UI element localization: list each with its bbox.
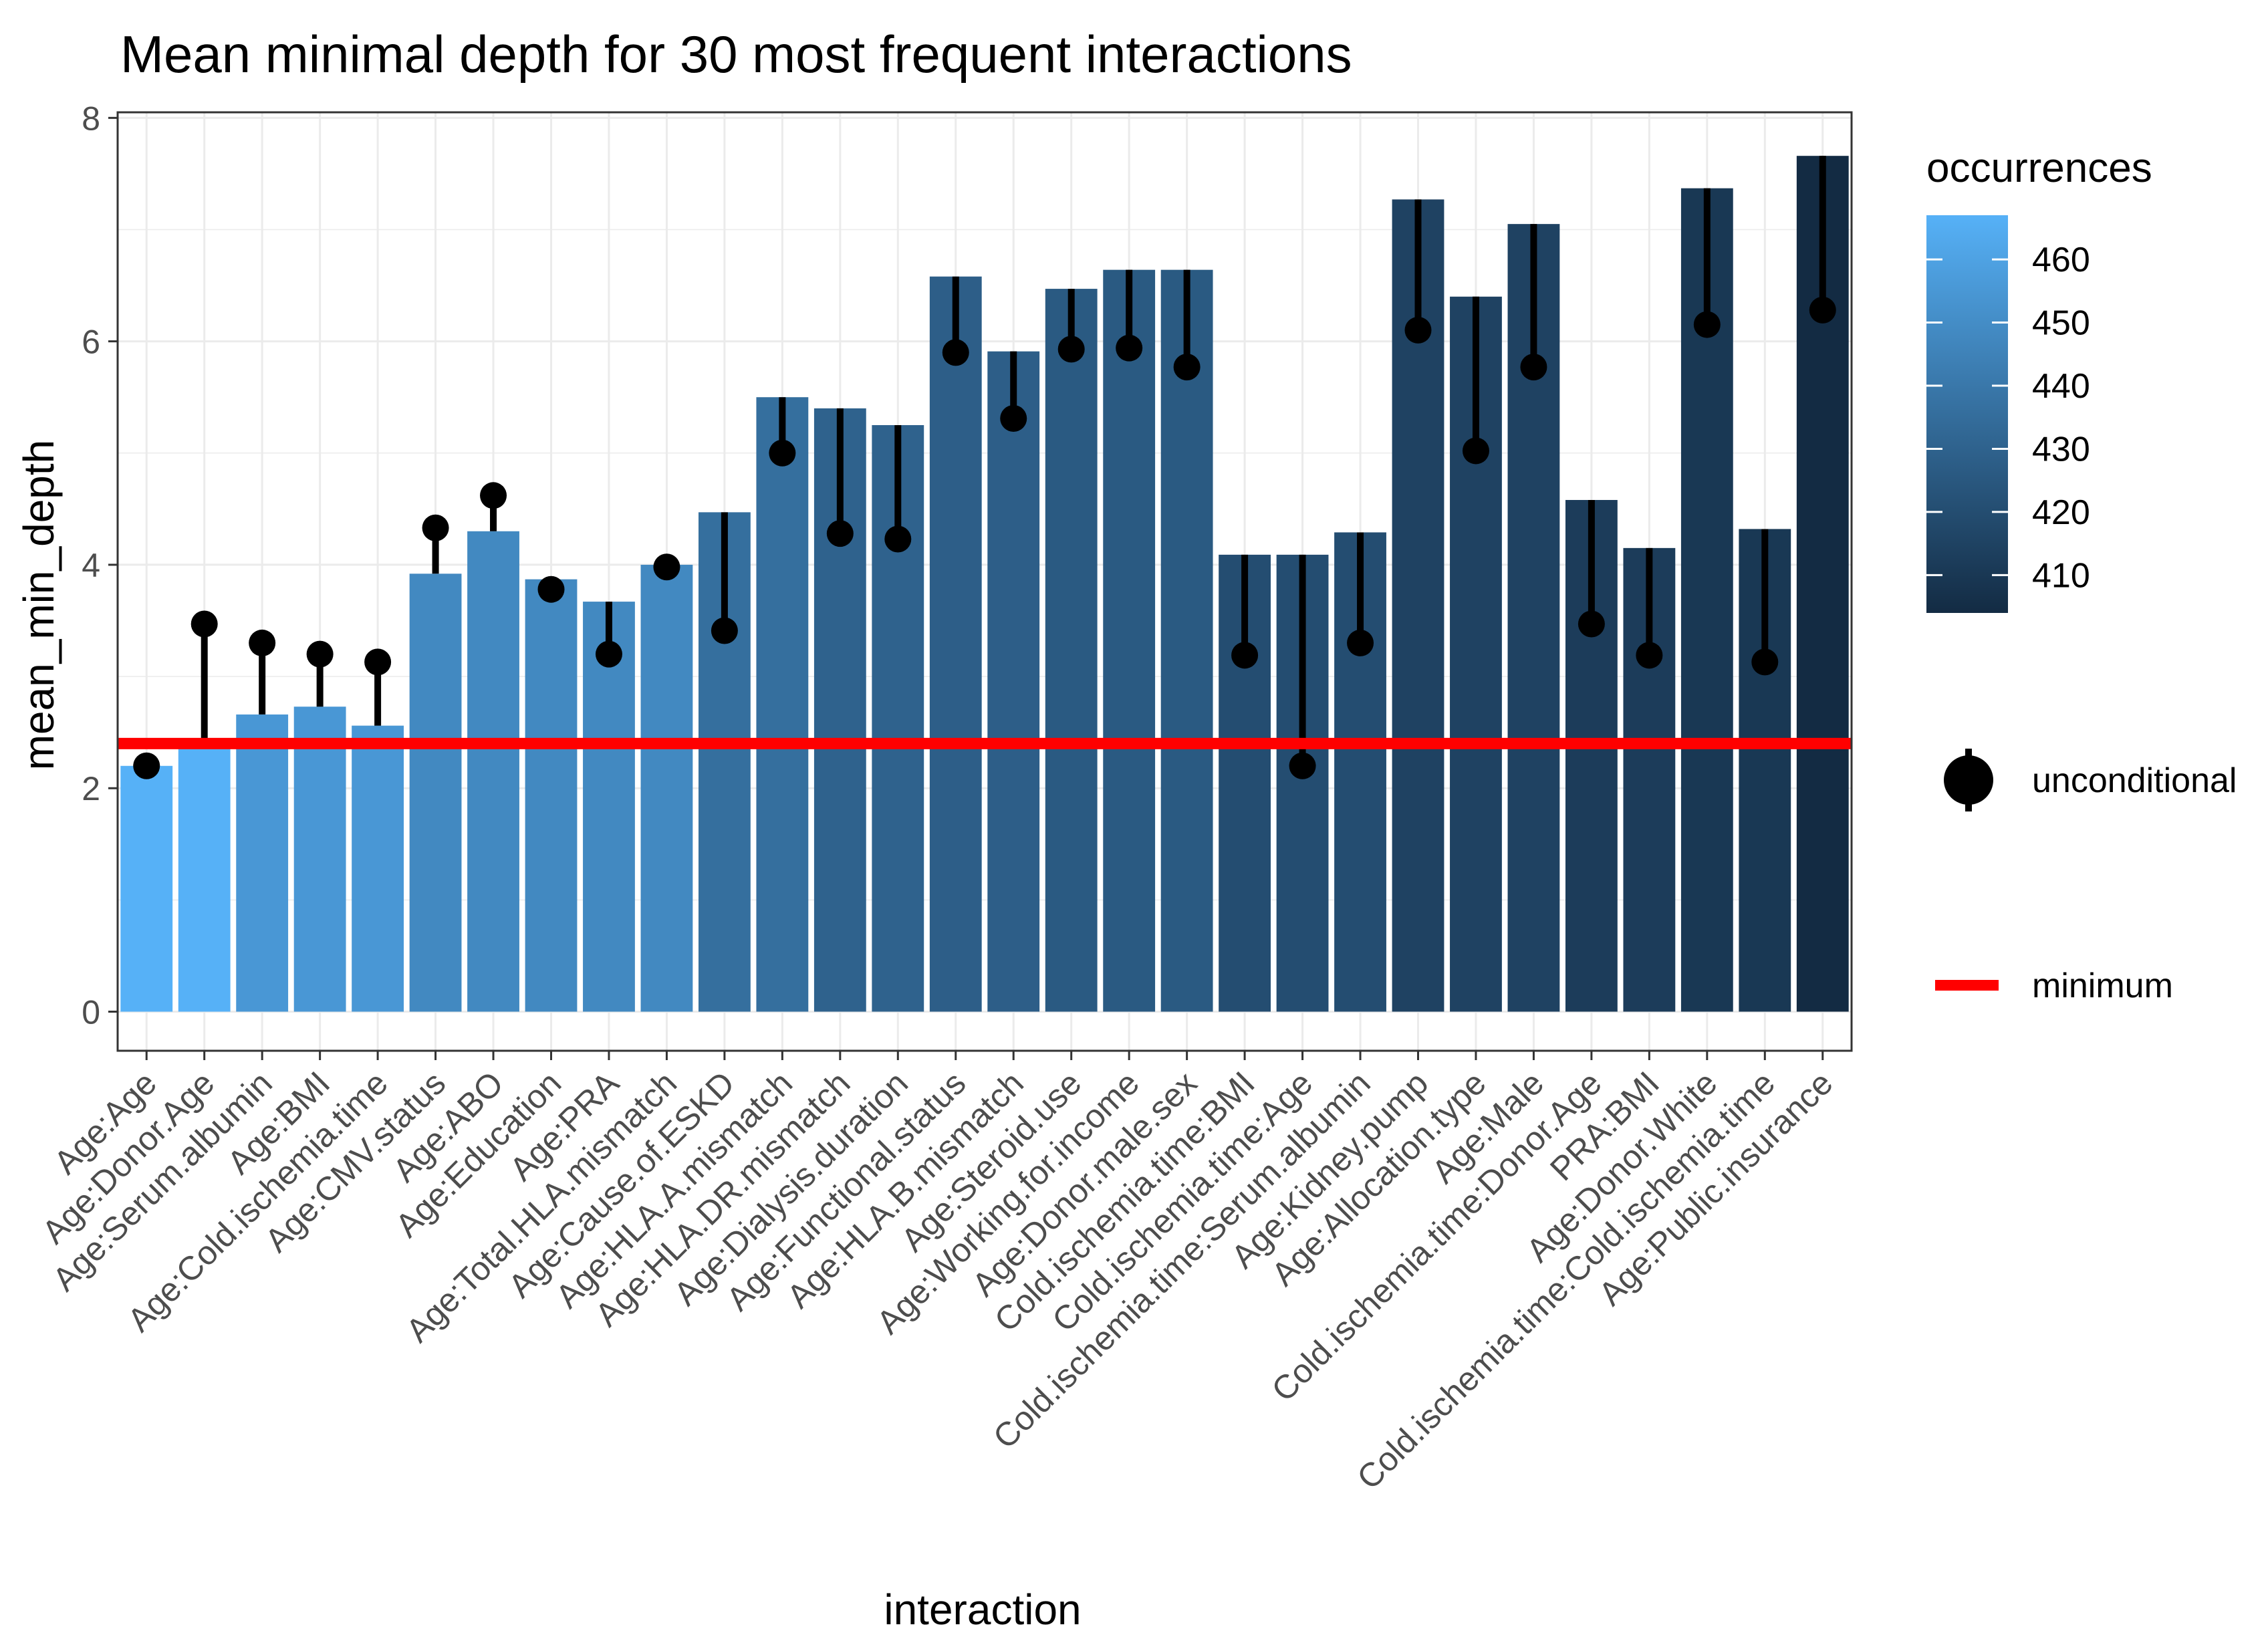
color-tick-label: 410 xyxy=(2032,556,2090,595)
point-Age:HLA.B.mismatch xyxy=(1000,404,1027,432)
bar-Age:PRA xyxy=(583,602,635,1012)
point-Age:Functional.status xyxy=(942,339,969,366)
bar-Age:Age xyxy=(120,765,173,1012)
legend-minimum-label: minimum xyxy=(2032,967,2173,1005)
bar-Age:HLA.B.mismatch xyxy=(987,351,1040,1012)
bar-Age:Serum.albumin xyxy=(236,714,289,1012)
point-Cold.ischemia.time:Donor.Age xyxy=(1578,610,1605,638)
legend-color-title: occurrences xyxy=(1926,145,2152,191)
point-Age:Male xyxy=(1520,354,1547,381)
x-axis-title: interaction xyxy=(884,1586,1081,1634)
bar-Age:Total.HLA.mismatch xyxy=(640,564,693,1012)
point-Age:Total.HLA.mismatch xyxy=(653,553,680,581)
point-Age:Public.insurance xyxy=(1809,296,1836,324)
bar-Age:Donor.male.sex xyxy=(1160,269,1213,1012)
y-tick-label: 4 xyxy=(82,547,100,584)
point-Age:ABO xyxy=(480,482,507,509)
point-Age:BMI xyxy=(306,640,334,668)
color-bar xyxy=(1926,215,2008,613)
y-tick-label: 0 xyxy=(82,994,100,1031)
point-Age:Allocation.type xyxy=(1462,437,1489,465)
color-bar-ticks: 460 450 440 430 420 410 xyxy=(1926,241,2090,595)
bar-Age:Donor.Age xyxy=(178,741,231,1012)
unconditional-points xyxy=(133,296,1836,779)
point-Age:Donor.male.sex xyxy=(1173,354,1201,381)
color-tick-label: 430 xyxy=(2032,430,2090,469)
y-tick-label: 2 xyxy=(82,770,100,807)
legend-unconditional-label: unconditional xyxy=(2032,761,2237,800)
bar-Age:BMI xyxy=(293,707,346,1012)
y-axis-title: mean_min_depth xyxy=(15,440,63,771)
point-Age:Education xyxy=(537,576,565,603)
point-Age:CMV.status xyxy=(422,514,449,541)
point-Age:Kidney.pump xyxy=(1404,316,1432,344)
x-axis: Age:AgeAge:Donor.AgeAge:Serum.albuminAge… xyxy=(35,1051,1840,1497)
y-tick-label: 8 xyxy=(82,100,100,137)
bar-Age:HLA.A.mismatch xyxy=(756,397,809,1012)
chart-title: Mean minimal depth for 30 most frequent … xyxy=(120,25,1352,84)
bar-Age:Cold.ischemia.time xyxy=(352,725,404,1012)
point-PRA:BMI xyxy=(1636,642,1663,669)
legend-unconditional-key xyxy=(1944,749,1993,811)
point-Age:Donor.Age xyxy=(191,610,218,638)
color-tick-label: 460 xyxy=(2032,241,2090,279)
point-Age:Cold.ischemia.time xyxy=(364,648,392,676)
point-Age:HLA.A.mismatch xyxy=(769,439,796,467)
point-Cold.ischemia.time:Serum.albumin xyxy=(1347,629,1374,656)
point-Age:Dialysis.duration xyxy=(884,525,912,553)
point-Age:HLA.DR.mismatch xyxy=(826,520,854,547)
point-Age:Steroid.use xyxy=(1057,336,1085,363)
legend: occurrences 460 450 440 430 420 410 unconditi… xyxy=(1926,145,2237,1005)
bar-Age:Education xyxy=(525,579,578,1012)
point-Cold.ischemia.time:Age xyxy=(1289,752,1316,779)
bar-Age:CMV.status xyxy=(409,574,462,1012)
point-Age:Cause.of.ESKD xyxy=(711,617,738,644)
legend-unconditional-dot xyxy=(1944,755,1993,805)
point-Cold.ischemia.time:Cold.ischemia.time xyxy=(1751,648,1779,676)
color-tick-label: 420 xyxy=(2032,493,2090,532)
y-axis: 0 2 4 6 8 xyxy=(82,100,118,1031)
point-Age:Donor.White xyxy=(1693,311,1721,338)
point-Age:PRA xyxy=(595,640,622,668)
point-Age:Working.for.income xyxy=(1116,334,1143,362)
plot-panel-border xyxy=(116,111,1853,1052)
color-tick-label: 440 xyxy=(2032,367,2090,406)
color-tick-label: 450 xyxy=(2032,304,2090,343)
bar-Age:Functional.status xyxy=(929,276,982,1012)
bar-Age:Working.for.income xyxy=(1103,269,1156,1012)
point-Age:Serum.albumin xyxy=(249,629,276,656)
point-Age:Age xyxy=(133,752,160,779)
bar-Age:ABO xyxy=(467,531,519,1012)
y-tick-label: 6 xyxy=(82,324,100,361)
point-Cold.ischemia.time:BMI xyxy=(1231,642,1259,669)
bar-Age:Steroid.use xyxy=(1045,289,1098,1012)
